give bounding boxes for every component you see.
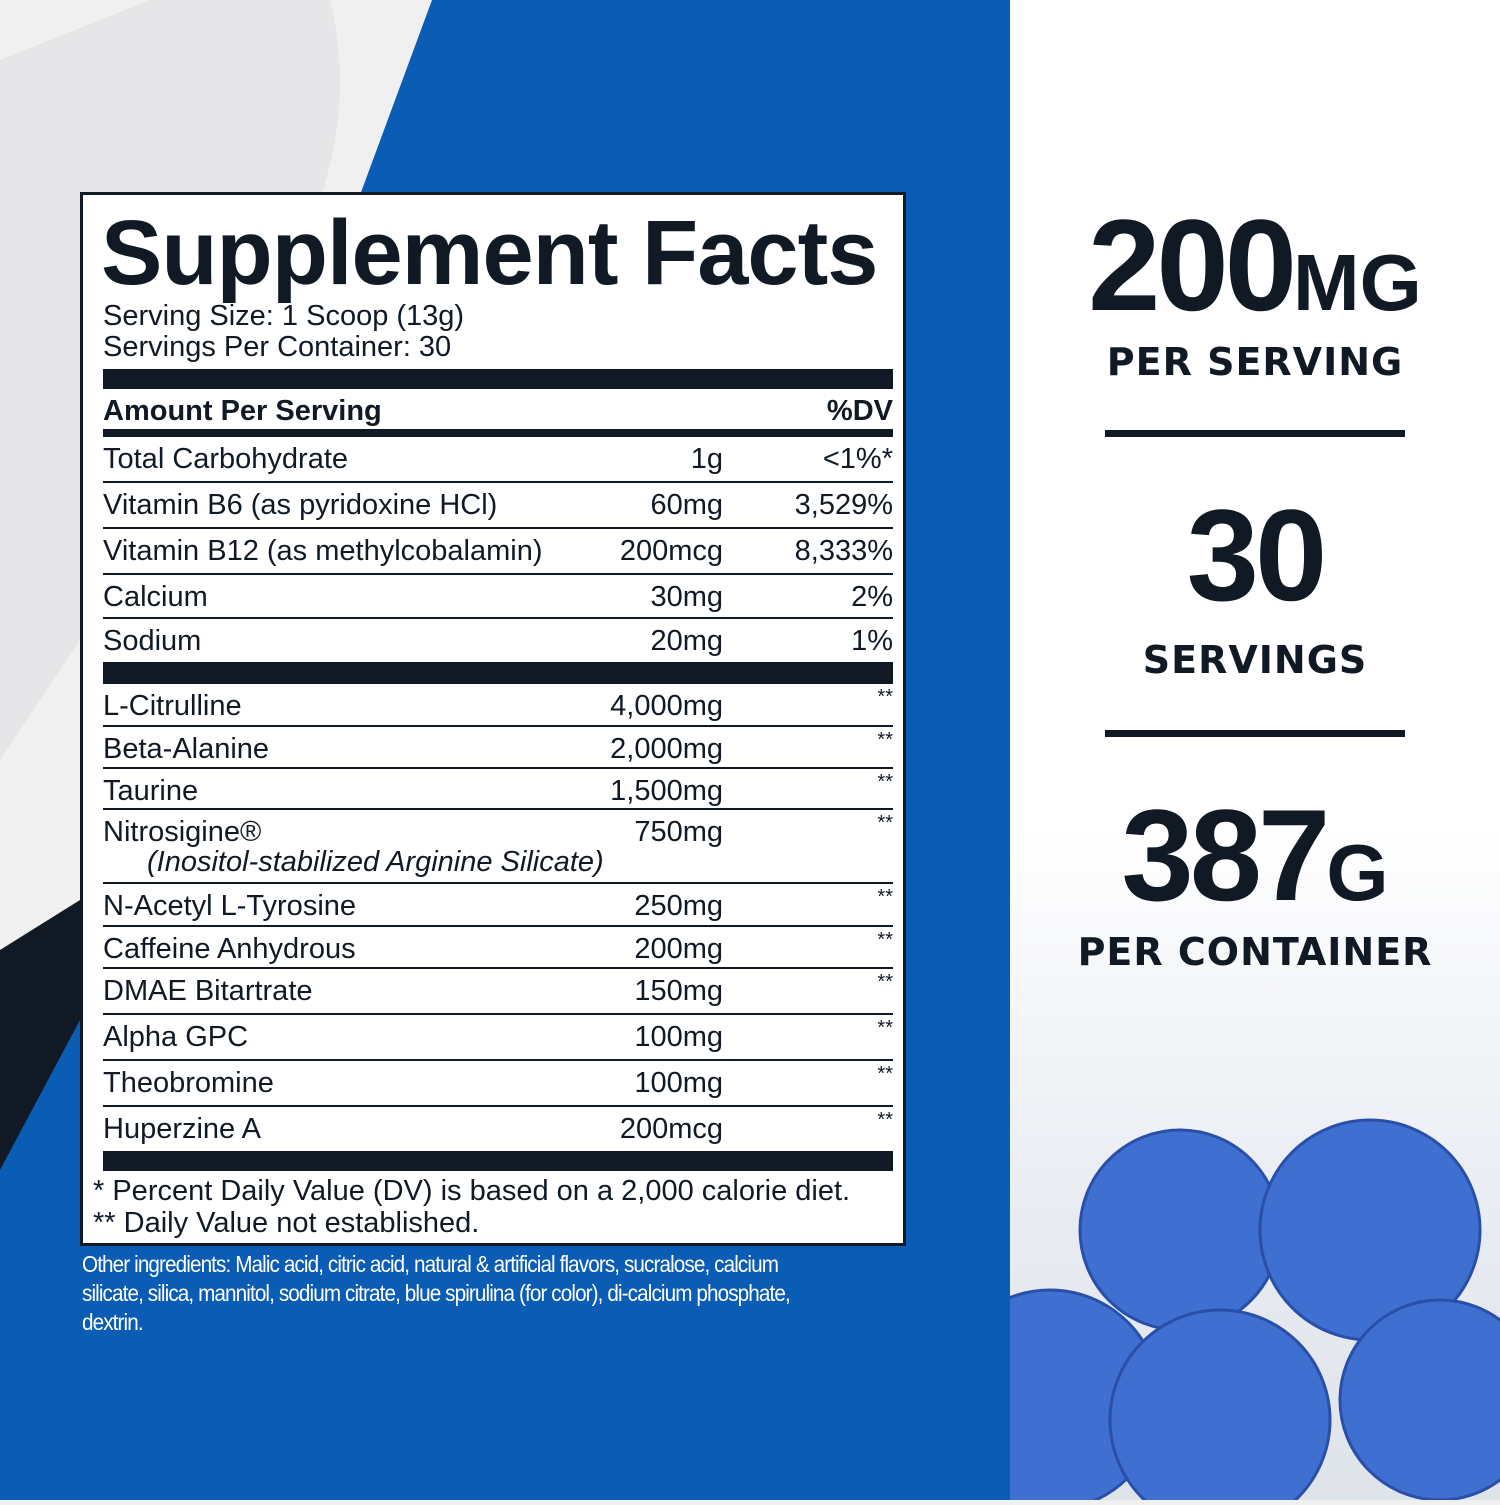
table-row: Sodium 20mg 1% — [103, 619, 893, 664]
table-row: DMAE Bitartrate 150mg ** — [103, 969, 893, 1015]
divider — [1105, 730, 1405, 737]
row-name: L-Citrulline — [103, 690, 242, 722]
row-name: Huperzine A — [103, 1113, 261, 1145]
supplement-facts-panel: Supplement Facts Serving Size: 1 Scoop (… — [80, 192, 906, 1246]
facts-title: Supplement Facts — [101, 202, 878, 304]
divider — [1105, 430, 1405, 437]
stat-block: 387G PER CONTAINER — [1010, 790, 1500, 974]
table-row: Caffeine Anhydrous 200mg ** — [103, 927, 893, 969]
row-dv: 3,529% — [794, 489, 893, 521]
row-name: Sodium — [103, 625, 202, 657]
stat-label: PER CONTAINER — [1077, 930, 1433, 974]
row-amount: 200mcg — [619, 535, 723, 567]
table-row: Huperzine A 200mcg ** — [103, 1107, 893, 1153]
row-name: Total Carbohydrate — [103, 443, 349, 475]
table-row: Beta-Alanine 2,000mg ** — [103, 727, 893, 769]
row-amount: 750mg — [634, 816, 723, 848]
table-row: Theobromine 100mg ** — [103, 1061, 893, 1107]
table-row: Nitrosigine® (Inositol-stabilized Arginin… — [103, 810, 893, 884]
row-name: Vitamin B12 (as methylcobalamin) — [103, 535, 543, 567]
table-row: Vitamin B6 (as pyridoxine HCl) 60mg 3,529% — [103, 483, 893, 529]
stat-unit: G — [1326, 828, 1389, 917]
row-dv: 1% — [851, 625, 893, 657]
amount-header-row: Amount Per Serving %DV — [103, 389, 893, 429]
divider-thick — [103, 1151, 893, 1171]
row-name: DMAE Bitartrate — [103, 975, 313, 1007]
row-dv: ** — [877, 729, 893, 751]
stat-value: 30 — [1186, 482, 1328, 628]
table-row: N-Acetyl L-Tyrosine 250mg ** — [103, 884, 893, 927]
divider-thick — [103, 662, 893, 684]
serving-size: Serving Size: 1 Scoop (13g) — [103, 300, 465, 332]
row-name: Beta-Alanine — [103, 733, 270, 765]
stat-block: 200MG PER SERVING — [1010, 200, 1500, 384]
table-row: Taurine 1,500mg ** — [103, 769, 893, 810]
stat-unit: MG — [1293, 238, 1422, 327]
servings-per-container: Servings Per Container: 30 — [103, 331, 452, 363]
row-name: N-Acetyl L-Tyrosine — [103, 890, 357, 922]
table-row: L-Citrulline 4,000mg ** — [103, 684, 893, 727]
row-dv: ** — [877, 771, 893, 793]
row-dv: ** — [877, 1109, 893, 1131]
row-amount: 2,000mg — [610, 733, 723, 765]
stat-label: PER SERVING — [1106, 340, 1404, 384]
row-name: Alpha GPC — [103, 1021, 249, 1053]
row-amount: 60mg — [650, 489, 723, 521]
row-name: Taurine — [103, 775, 199, 807]
row-dv: ** — [877, 886, 893, 908]
row-amount: 1g — [690, 443, 723, 475]
footnote-dv: * Percent Daily Value (DV) is based on a… — [93, 1175, 851, 1207]
row-dv: ** — [877, 1017, 893, 1039]
table-row: Alpha GPC 100mg ** — [103, 1015, 893, 1061]
row-dv: ** — [877, 971, 893, 993]
row-amount: 30mg — [650, 581, 723, 613]
stat-block: 30 SERVINGS — [1010, 490, 1500, 682]
row-amount: 4,000mg — [610, 690, 723, 722]
amount-header: Amount Per Serving — [103, 395, 382, 427]
table-row: Total Carbohydrate 1g <1%* — [103, 437, 893, 483]
stat-value: 387G — [1121, 782, 1389, 928]
row-dv: 2% — [851, 581, 893, 613]
stat-label: SERVINGS — [1142, 638, 1368, 682]
row-amount: 1,500mg — [610, 775, 723, 807]
table-row: Calcium 30mg 2% — [103, 575, 893, 619]
row-amount: 250mg — [634, 890, 723, 922]
divider-medium — [103, 429, 893, 437]
row-dv: ** — [877, 929, 893, 951]
row-amount: 20mg — [650, 625, 723, 657]
other-ingredients: Other ingredients: Malic acid, citric ac… — [82, 1251, 791, 1335]
row-name: Caffeine Anhydrous — [103, 933, 356, 965]
row-name: Theobromine — [103, 1067, 274, 1099]
stat-value: 200MG — [1088, 192, 1422, 338]
row-amount: 100mg — [634, 1021, 723, 1053]
row-name: Vitamin B6 (as pyridoxine HCl) — [103, 489, 498, 521]
row-amount: 150mg — [634, 975, 723, 1007]
table-row: Vitamin B12 (as methylcobalamin) 200mcg 8,… — [103, 529, 893, 575]
navy-stripe — [0, 900, 80, 1170]
divider-thick — [103, 369, 893, 389]
row-amount: 200mg — [634, 933, 723, 965]
row-name: Nitrosigine® — [103, 816, 262, 848]
row-dv: ** — [877, 686, 893, 708]
row-dv: ** — [877, 812, 893, 834]
row-amount: 200mcg — [619, 1113, 723, 1145]
row-dv: <1%* — [822, 443, 893, 475]
row-dv: ** — [877, 1063, 893, 1085]
row-amount: 100mg — [634, 1067, 723, 1099]
dv-header: %DV — [826, 395, 893, 427]
row-dv: 8,333% — [794, 535, 893, 567]
row-name: Calcium — [103, 581, 208, 613]
footnote-not-established: ** Daily Value not established. — [93, 1207, 480, 1239]
row-subtext: (Inositol-stabilized Arginine Silicate) — [147, 846, 604, 878]
